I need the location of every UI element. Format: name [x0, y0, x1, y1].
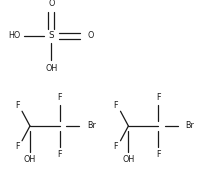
- Text: Br: Br: [186, 122, 195, 130]
- Text: OH: OH: [45, 64, 58, 73]
- Text: F: F: [156, 150, 161, 159]
- Text: F: F: [113, 101, 118, 110]
- Text: F: F: [58, 150, 62, 159]
- Text: F: F: [15, 101, 19, 110]
- Text: Br: Br: [87, 122, 96, 130]
- Text: OH: OH: [122, 155, 135, 164]
- Text: F: F: [113, 142, 118, 151]
- Text: O: O: [88, 31, 94, 40]
- Text: F: F: [156, 93, 161, 102]
- Text: F: F: [15, 142, 19, 151]
- Text: O: O: [48, 0, 55, 8]
- Text: S: S: [49, 31, 54, 40]
- Text: OH: OH: [24, 155, 36, 164]
- Text: F: F: [58, 93, 62, 102]
- Text: HO: HO: [8, 31, 20, 40]
